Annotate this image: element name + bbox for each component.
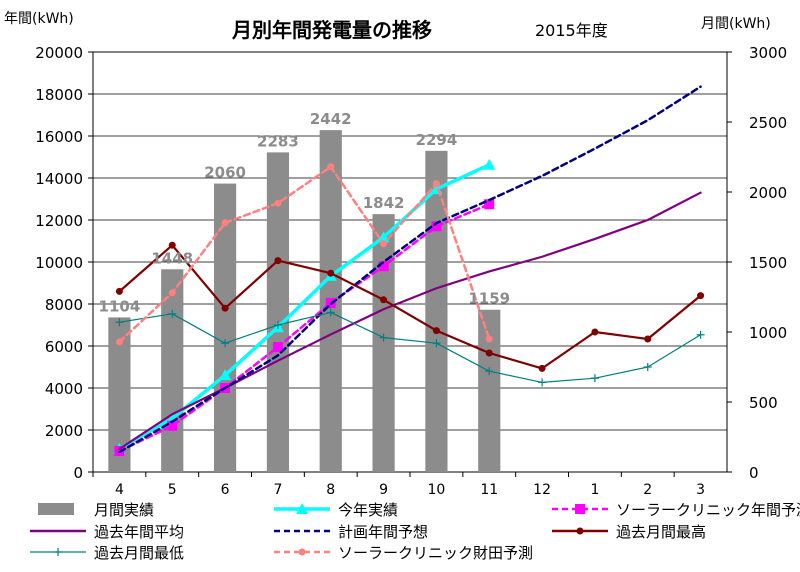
left-tick-label: 2000 bbox=[45, 422, 83, 440]
series-line bbox=[117, 162, 491, 451]
right-tick-label: 3000 bbox=[749, 44, 787, 62]
right-axis-label: 月間(kWh) bbox=[701, 16, 771, 32]
series-line bbox=[118, 165, 491, 344]
x-tick-label: 3 bbox=[696, 482, 705, 498]
series-line bbox=[118, 203, 491, 453]
bar-data-label: 2060 bbox=[204, 164, 246, 182]
series-point bbox=[221, 304, 229, 312]
x-tick-label: 7 bbox=[273, 482, 282, 498]
series-point bbox=[380, 296, 388, 304]
series-line bbox=[118, 191, 702, 450]
chart-subtitle: 2015年度 bbox=[535, 21, 608, 40]
series-point bbox=[485, 349, 493, 357]
bar-data-label: 1104 bbox=[99, 297, 141, 315]
x-tick-label: 5 bbox=[168, 482, 177, 498]
series-point bbox=[380, 240, 388, 248]
left-tick-label: 16000 bbox=[35, 128, 83, 146]
bar bbox=[478, 309, 501, 472]
bar bbox=[372, 214, 395, 472]
series-point bbox=[167, 420, 178, 431]
bar bbox=[425, 150, 448, 472]
bar bbox=[266, 152, 290, 472]
left-tick-label: 20000 bbox=[35, 44, 83, 62]
series-point bbox=[168, 289, 176, 297]
series-point bbox=[115, 287, 123, 295]
series-point bbox=[591, 328, 599, 336]
series-point bbox=[377, 231, 390, 243]
bar bbox=[108, 317, 131, 472]
right-tick-label: 500 bbox=[749, 394, 778, 412]
bar-data-label: 2283 bbox=[257, 132, 299, 150]
series-point bbox=[221, 219, 229, 227]
series-point bbox=[644, 335, 652, 343]
series-point bbox=[378, 261, 389, 272]
x-tick-label: 1 bbox=[590, 482, 599, 498]
series-point bbox=[538, 364, 546, 372]
bar-data-label: 2442 bbox=[310, 110, 352, 128]
x-tick-label: 4 bbox=[115, 482, 124, 498]
left-tick-label: 4000 bbox=[45, 380, 83, 398]
series-line bbox=[118, 85, 702, 454]
series-point bbox=[485, 335, 493, 343]
left-tick-label: 12000 bbox=[35, 212, 83, 230]
left-tick-label: 8000 bbox=[45, 296, 83, 314]
series-point bbox=[115, 338, 123, 346]
x-tick-label: 6 bbox=[221, 482, 230, 498]
series-line bbox=[118, 244, 702, 370]
series-point bbox=[327, 269, 335, 277]
series-point bbox=[327, 163, 335, 171]
bar bbox=[213, 183, 237, 472]
x-tick-label: 11 bbox=[480, 482, 498, 498]
series-point bbox=[432, 327, 440, 335]
series-point bbox=[483, 158, 496, 170]
chart-title: 月別年間発電量の推移 bbox=[232, 18, 432, 42]
x-tick-label: 10 bbox=[428, 482, 446, 498]
left-tick-label: 18000 bbox=[35, 86, 83, 104]
series-point bbox=[484, 199, 495, 210]
series-point bbox=[432, 180, 440, 188]
left-tick-label: 10000 bbox=[35, 254, 83, 272]
series-point bbox=[697, 292, 705, 300]
left-axis-label: 年間(kWh) bbox=[4, 11, 74, 27]
bar-data-label: 1448 bbox=[151, 249, 193, 267]
series-point bbox=[272, 342, 283, 353]
x-tick-label: 12 bbox=[533, 482, 551, 498]
bar-data-label: 2294 bbox=[416, 131, 458, 149]
left-tick-label: 14000 bbox=[35, 170, 83, 188]
right-tick-label: 0 bbox=[749, 464, 759, 482]
right-tick-label: 2000 bbox=[749, 184, 787, 202]
series-point bbox=[431, 221, 442, 232]
x-tick-label: 9 bbox=[379, 482, 388, 498]
series-point bbox=[274, 199, 282, 207]
series-line bbox=[118, 311, 702, 383]
series-point bbox=[274, 257, 282, 265]
x-tick-label: 8 bbox=[326, 482, 335, 498]
right-tick-label: 1000 bbox=[749, 324, 787, 342]
bar-data-label: 1842 bbox=[363, 194, 405, 212]
left-tick-label: 0 bbox=[73, 464, 83, 482]
x-tick-label: 2 bbox=[643, 482, 652, 498]
bar-data-label: 1159 bbox=[468, 290, 510, 308]
right-tick-label: 2500 bbox=[749, 114, 787, 132]
series-point bbox=[168, 241, 176, 249]
left-tick-label: 6000 bbox=[45, 338, 83, 356]
series-point bbox=[219, 369, 232, 381]
right-tick-label: 1500 bbox=[749, 254, 787, 272]
